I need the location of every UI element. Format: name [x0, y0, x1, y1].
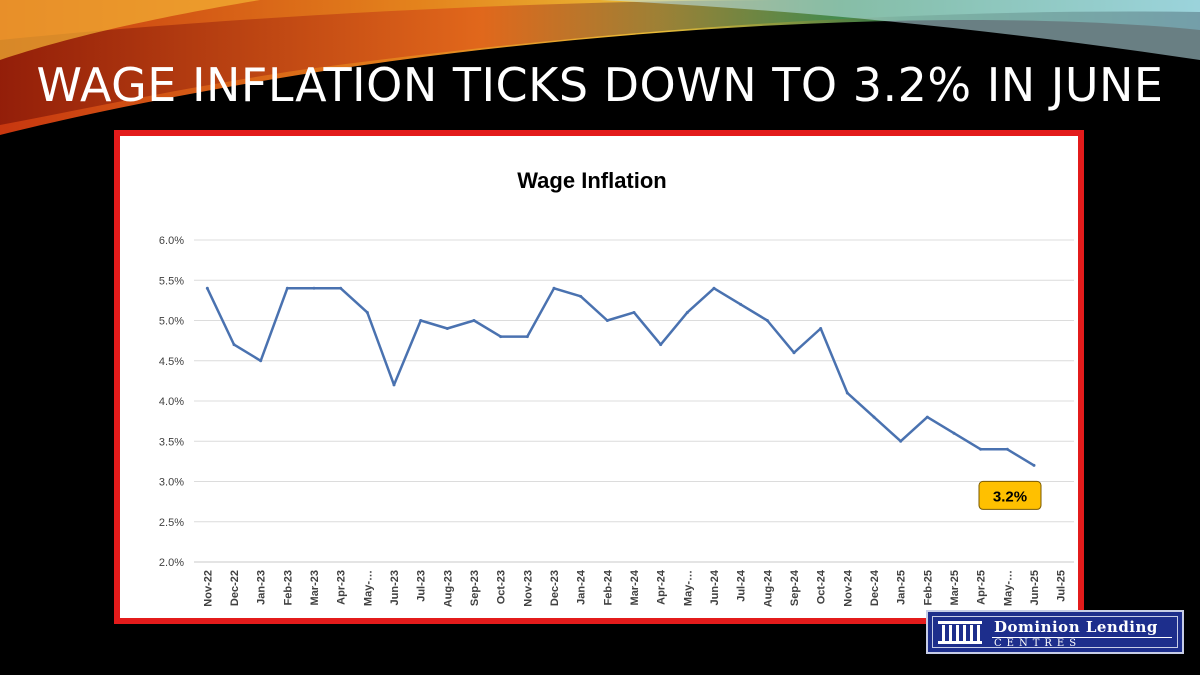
- wage-inflation-chart: Wage Inflation 2.0% 2.5% 3.0% 3.5% 4.0% 4.5% 5…: [159, 168, 1074, 607]
- y-tick-label: 2.5%: [159, 517, 184, 529]
- data-point: [899, 439, 903, 443]
- x-tick-label: May-…: [1002, 570, 1014, 606]
- x-tick-label: Dec-23: [549, 570, 561, 606]
- logo-subtitle: CENTRES: [994, 638, 1082, 649]
- data-point: [552, 286, 556, 290]
- x-tick-label: May-…: [362, 570, 374, 606]
- data-point: [925, 415, 929, 419]
- data-point: [819, 327, 823, 331]
- x-tick-label: Jul-24: [736, 569, 748, 602]
- x-tick-label: Jun-23: [389, 570, 401, 605]
- y-tick-label: 4.5%: [159, 356, 184, 368]
- data-point: [1005, 447, 1009, 451]
- data-point: [339, 286, 343, 290]
- x-tick-label: Nov-23: [522, 570, 534, 607]
- callout-label: 3.2%: [993, 488, 1027, 505]
- data-point: [979, 447, 983, 451]
- logo-name: Dominion Lending: [994, 618, 1158, 636]
- y-tick-label: 4.0%: [159, 396, 184, 408]
- x-tick-label: Aug-24: [762, 569, 774, 607]
- x-tick-label: Nov-22: [202, 570, 214, 607]
- y-tick-label: 5.5%: [159, 275, 184, 287]
- data-point: [872, 415, 876, 419]
- chart-title: Wage Inflation: [517, 168, 667, 193]
- chart-frame: Wage Inflation 2.0% 2.5% 3.0% 3.5% 4.0% 4.5% 5…: [114, 130, 1084, 624]
- dominion-lending-logo: Dominion Lending CENTRES: [926, 610, 1184, 654]
- x-tick-label: Apr-23: [336, 570, 348, 605]
- data-point: [205, 286, 209, 290]
- data-point: [232, 343, 236, 347]
- data-point: [605, 319, 609, 322]
- y-tick-label: 3.0%: [159, 477, 184, 489]
- x-tick-label: Jan-23: [256, 570, 268, 605]
- data-point: [445, 327, 449, 331]
- data-point: [632, 310, 636, 314]
- data-point: [525, 335, 529, 339]
- data-point: [792, 351, 796, 355]
- x-tick-label: Feb-24: [602, 569, 614, 605]
- x-tick-label: Jan-25: [896, 570, 908, 605]
- data-point: [312, 286, 316, 290]
- data-point: [499, 335, 503, 339]
- data-point: [285, 286, 289, 290]
- x-tick-label: Jul-25: [1056, 570, 1068, 602]
- x-tick-label: Feb-25: [922, 570, 934, 605]
- data-point: [1032, 463, 1036, 467]
- x-tick-label: Jul-23: [416, 570, 428, 602]
- data-point: [579, 294, 583, 298]
- x-tick-label: Sep-24: [789, 569, 801, 606]
- y-tick-label: 5.0%: [159, 316, 184, 328]
- data-point: [685, 310, 689, 314]
- x-tick-label: Mar-23: [309, 570, 321, 605]
- y-tick-label: 6.0%: [159, 235, 184, 247]
- y-tick-label: 2.0%: [159, 557, 184, 569]
- x-tick-label: Oct-24: [816, 569, 828, 604]
- data-point: [765, 319, 769, 322]
- x-tick-label: Oct-23: [496, 570, 508, 604]
- data-point: [739, 302, 743, 306]
- x-tick-label: Mar-25: [949, 570, 961, 605]
- data-point: [845, 391, 849, 395]
- x-tick-label: Dec-22: [229, 570, 241, 606]
- data-point: [472, 319, 476, 322]
- y-tick-label: 3.5%: [159, 436, 184, 448]
- series-line: [206, 287, 1035, 467]
- x-tick-label: Apr-25: [976, 570, 988, 605]
- data-point: [712, 286, 716, 290]
- x-tick-label: Dec-24: [869, 569, 881, 606]
- x-tick-label: Nov-24: [842, 569, 854, 607]
- data-point: [365, 310, 369, 314]
- x-tick-label: Apr-24: [656, 569, 668, 605]
- callout-box: [978, 480, 1042, 510]
- data-point: [659, 343, 663, 347]
- columns-building-icon: [938, 621, 982, 644]
- data-point: [259, 359, 263, 363]
- x-tick-label: Sep-23: [469, 570, 481, 606]
- data-point: [392, 383, 396, 387]
- x-tick-label: Jun-24: [709, 569, 721, 605]
- x-tick-label: Jun-25: [1029, 570, 1041, 605]
- x-tick-label: May-…: [682, 570, 694, 606]
- x-tick-label: Feb-23: [282, 570, 294, 605]
- x-tick-label: Jan-24: [576, 569, 588, 605]
- data-point: [952, 431, 956, 435]
- x-tick-label: Mar-24: [629, 569, 641, 605]
- x-tick-label: Aug-23: [442, 570, 454, 607]
- slide-title: WAGE INFLATION TICKS DOWN TO 3.2% IN JUN…: [36, 58, 1164, 112]
- decorative-swoosh-banner: [0, 0, 1200, 135]
- data-point: [419, 319, 423, 322]
